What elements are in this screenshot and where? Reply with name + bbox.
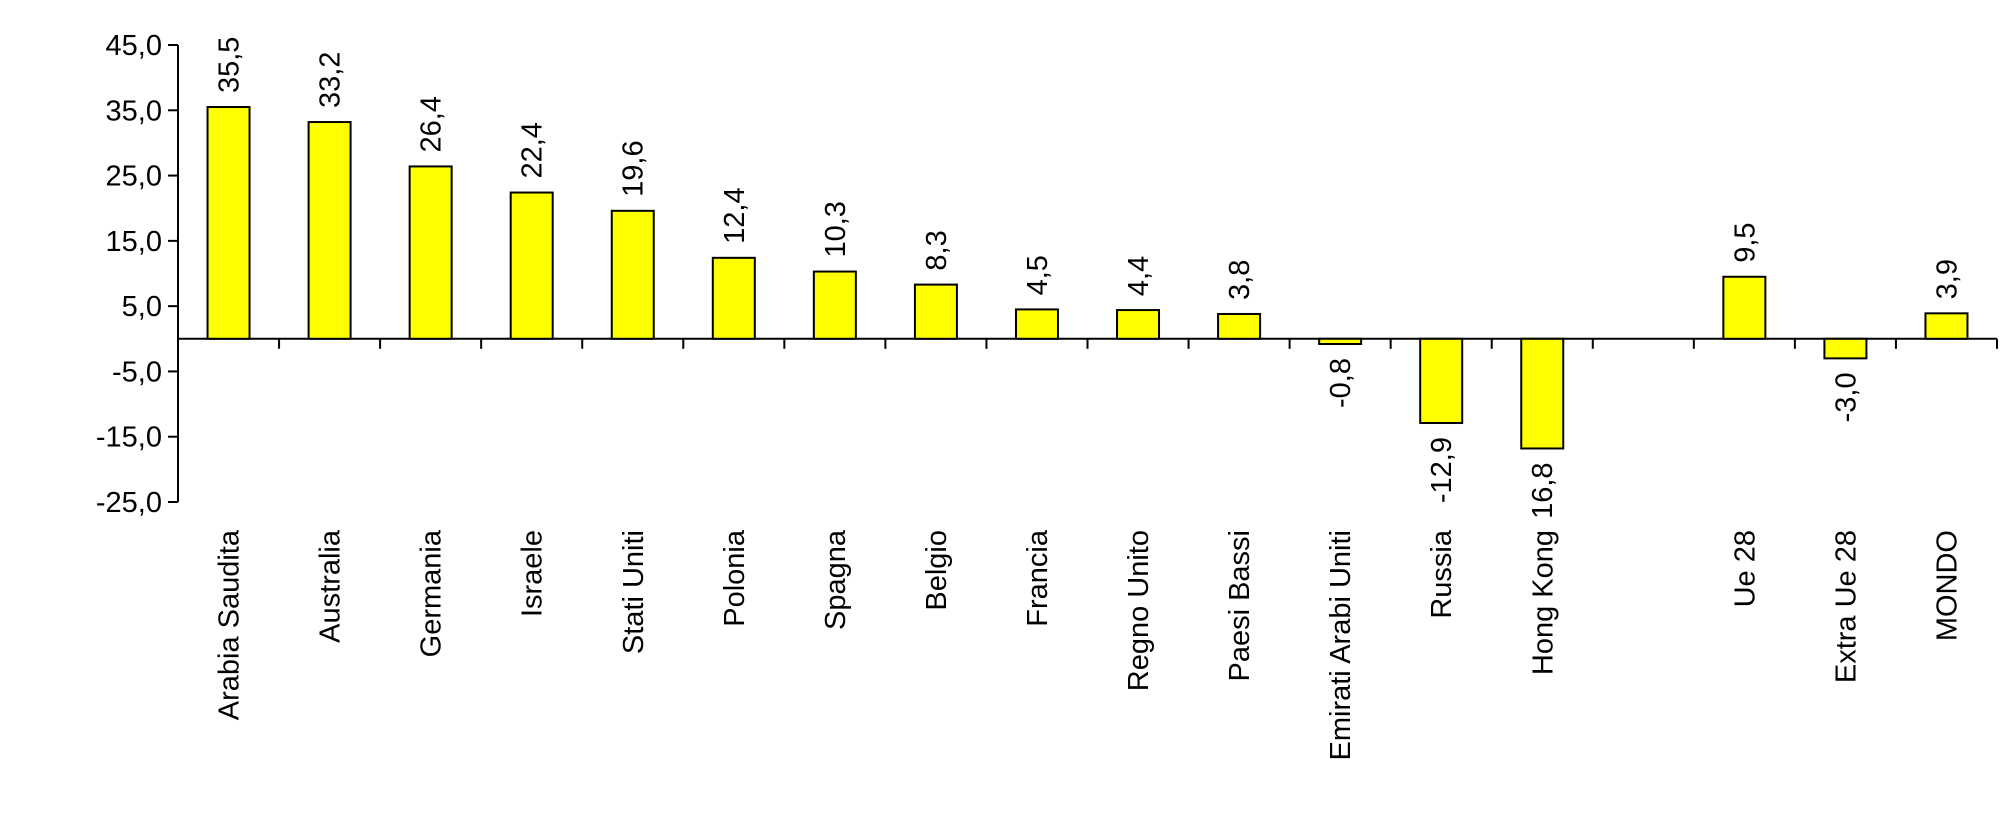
category-label: Extra Ue 28 [1830, 530, 1862, 683]
y-tick-label: -15,0 [96, 422, 162, 454]
bar [206, 106, 251, 340]
category-label: Ue 28 [1729, 530, 1761, 607]
data-label: 12,4 [719, 187, 751, 243]
category-label: Israele [517, 530, 549, 617]
y-tick-label: 25,0 [106, 161, 162, 193]
category-label: Australia [315, 529, 347, 643]
y-tick-label: 45,0 [106, 30, 162, 62]
category-label: Arabia Saudita [214, 529, 246, 720]
category-label: Regno Unito [1123, 530, 1155, 691]
data-label: 3,8 [1224, 260, 1256, 300]
bar [1318, 337, 1363, 346]
bar [1924, 312, 1969, 340]
data-label: -3,0 [1830, 372, 1862, 422]
y-tick-label: 35,0 [106, 95, 162, 127]
category-label: MONDO [1931, 530, 1963, 641]
data-label: 8,3 [921, 230, 953, 270]
data-label: 26,4 [416, 96, 448, 152]
category-label: Emirati Arabi Uniti [1325, 530, 1357, 760]
y-tick-label: -25,0 [96, 487, 162, 519]
category-label: Spagna [820, 529, 852, 630]
bar [1722, 275, 1767, 340]
bar [1217, 312, 1262, 340]
bar [307, 121, 352, 340]
y-tick-label: 15,0 [106, 226, 162, 258]
category-label: Stati Uniti [618, 530, 650, 654]
data-label: 33,2 [315, 52, 347, 108]
data-label: 9,5 [1729, 222, 1761, 262]
bar [711, 256, 756, 340]
bar [509, 191, 554, 340]
bar [1014, 308, 1059, 340]
data-label: 35,5 [214, 37, 246, 93]
data-label: 22,4 [517, 122, 549, 178]
category-label: Paesi Bassi [1224, 530, 1256, 682]
bar [1823, 337, 1868, 360]
category-label: Germania [416, 529, 448, 657]
y-tick-label: 5,0 [122, 291, 162, 323]
data-label: 10,3 [820, 201, 852, 257]
bar [408, 165, 453, 340]
category-label: Belgio [921, 530, 953, 611]
category-label: Hong Kong [1527, 530, 1559, 675]
y-tick-label: -5,0 [112, 356, 162, 388]
bar [1419, 337, 1464, 425]
category-label: Polonia [719, 529, 751, 627]
data-label: -0,8 [1325, 358, 1357, 408]
data-label: 16,8 [1527, 462, 1559, 518]
bar [1520, 337, 1565, 450]
data-label: 3,9 [1931, 259, 1963, 299]
data-label: -12,9 [1426, 437, 1458, 503]
category-label: Russia [1426, 529, 1458, 619]
data-label: 19,6 [618, 140, 650, 196]
bar [812, 270, 857, 340]
bar [913, 283, 958, 340]
bar [1116, 309, 1161, 340]
category-label: Francia [1022, 529, 1054, 627]
data-label: 4,4 [1123, 256, 1155, 296]
data-label: 4,5 [1022, 255, 1054, 295]
bar [610, 209, 655, 340]
